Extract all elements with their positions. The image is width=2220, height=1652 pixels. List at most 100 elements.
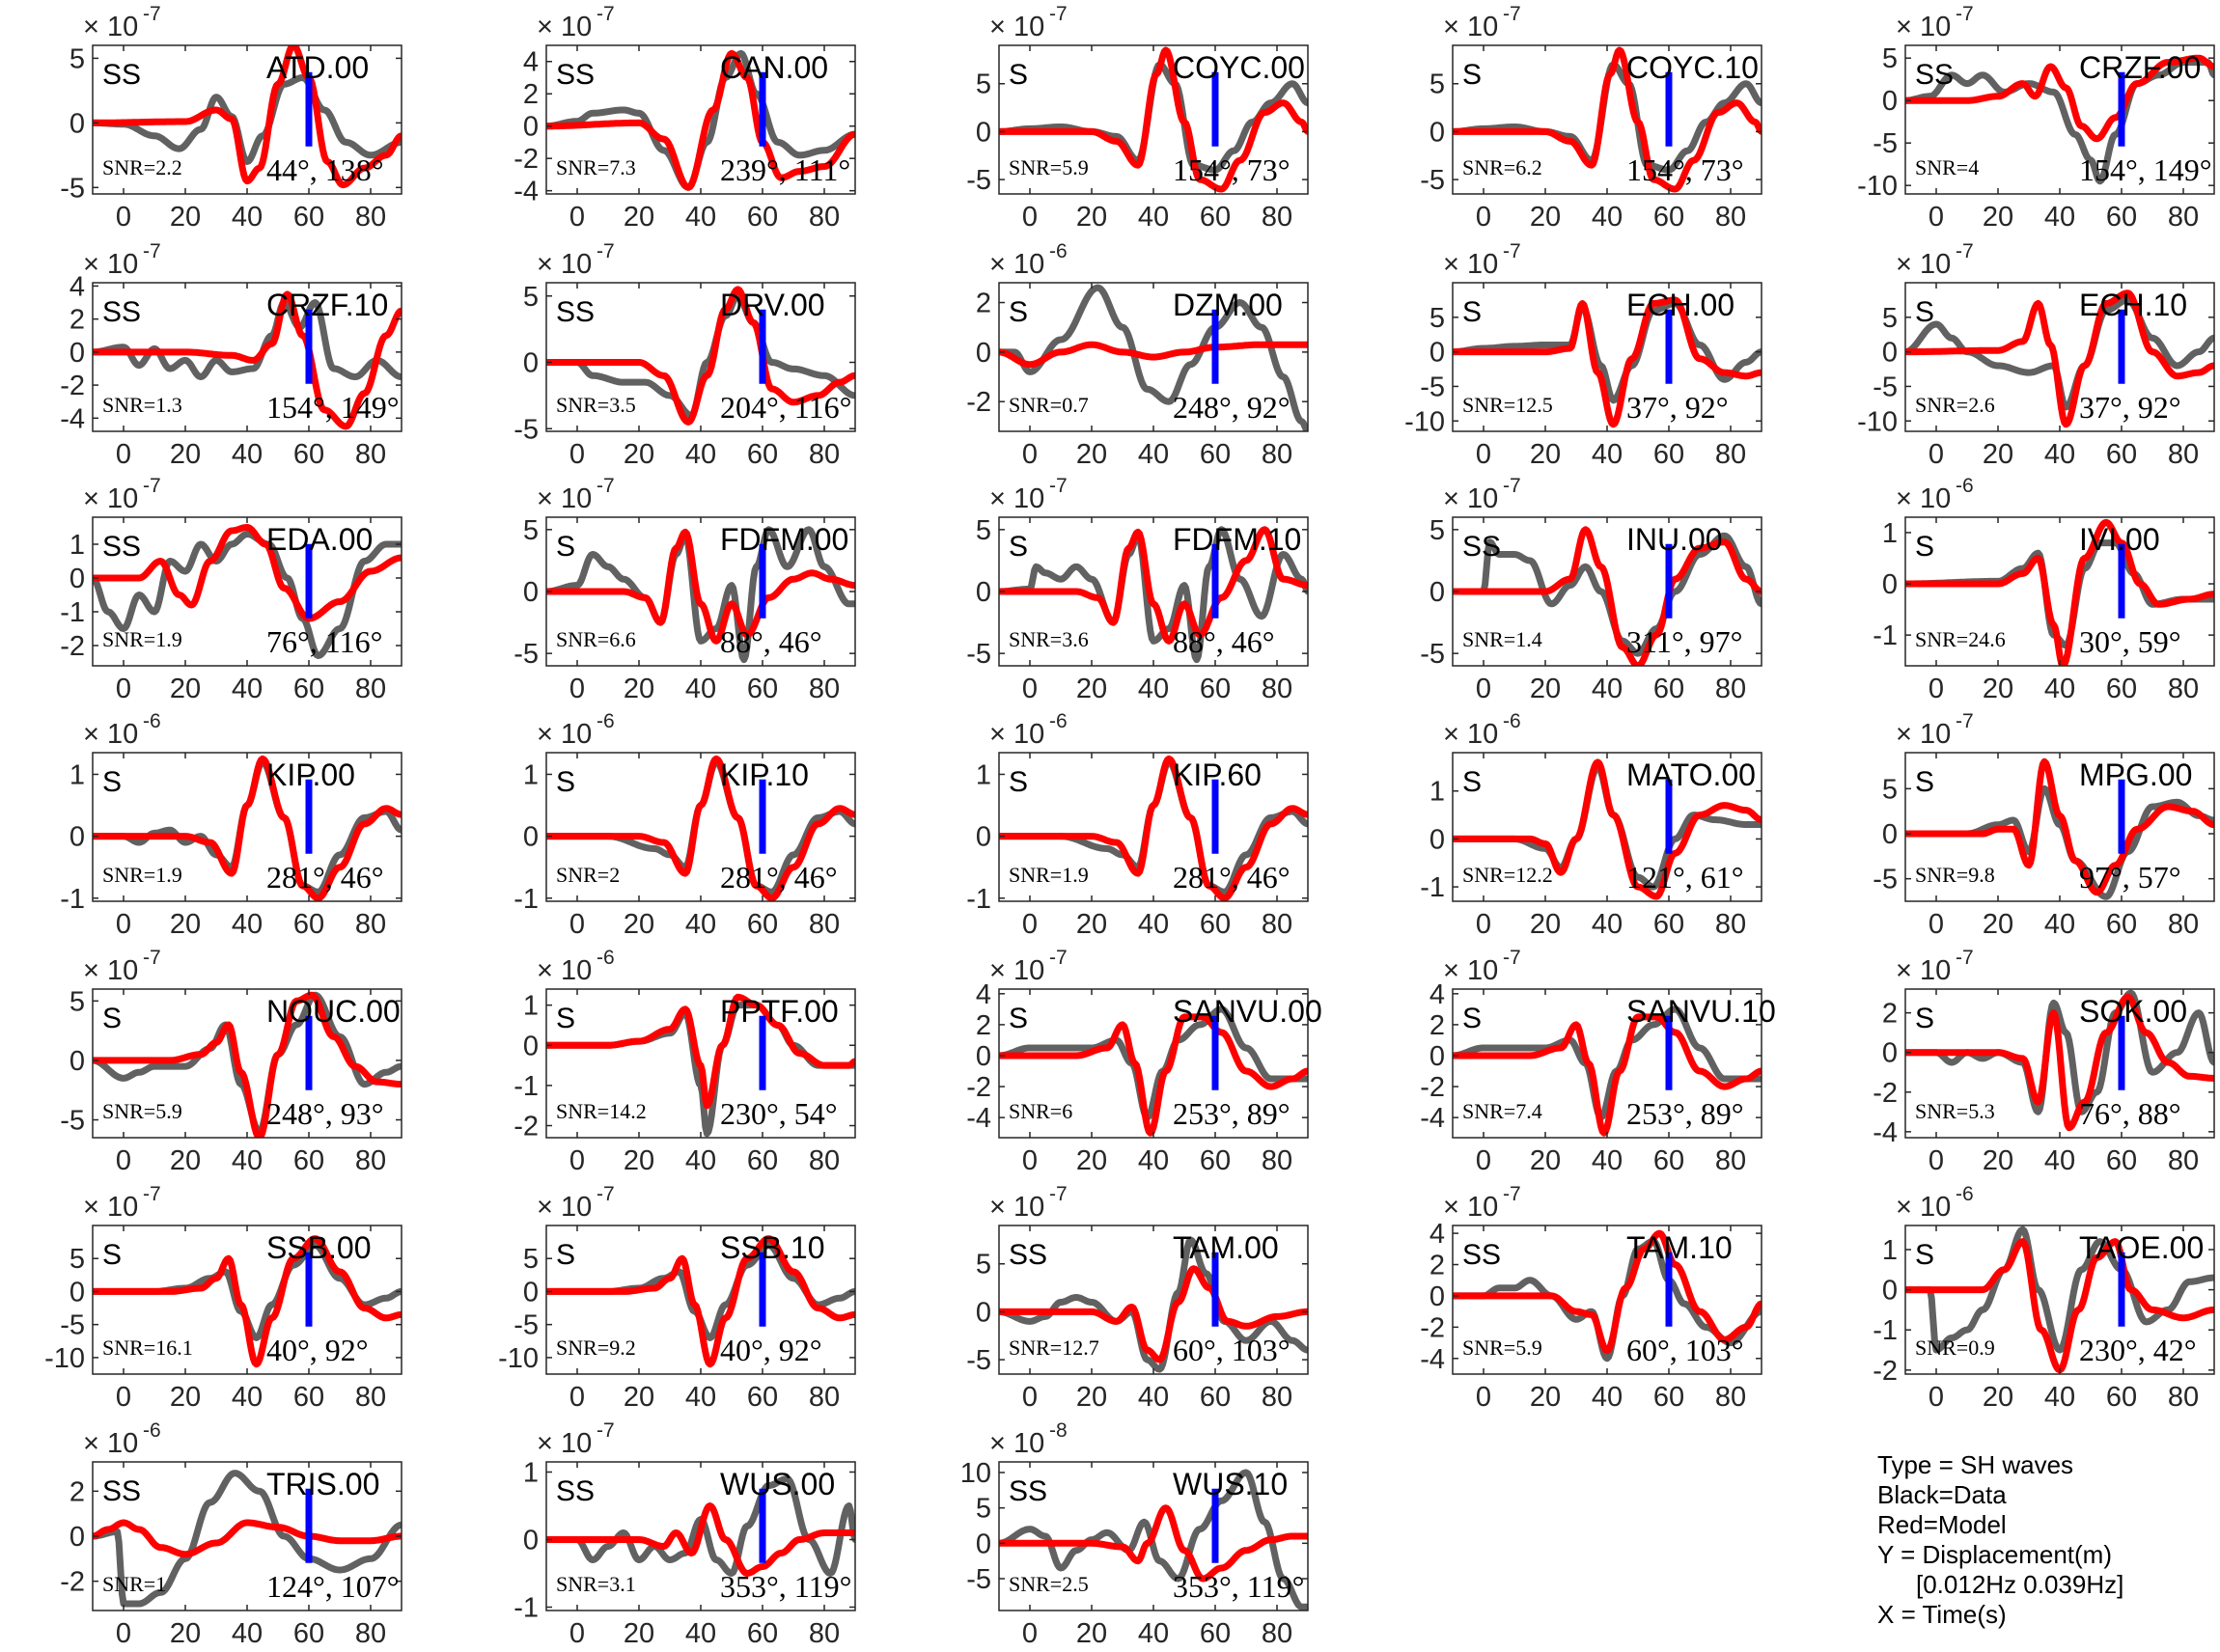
x-tick-label: 80 xyxy=(1715,202,1746,233)
station-label: TAOE.00 xyxy=(2079,1230,2204,1265)
x-tick-label: 60 xyxy=(747,674,778,704)
phase-label: S xyxy=(1009,766,1028,798)
y-tick-label: 0 xyxy=(69,822,85,853)
y-tick-label: 0 xyxy=(976,822,991,853)
x-tick-label: 0 xyxy=(569,674,585,704)
x-tick-label: 20 xyxy=(1076,1145,1107,1176)
azimuth-label: 97°, 57° xyxy=(2079,860,2181,895)
y-exponent-power: -7 xyxy=(1503,240,1521,262)
x-tick-label: 0 xyxy=(1929,1145,1944,1176)
trace-group xyxy=(1905,757,2214,900)
y-exponent-power: -7 xyxy=(143,1183,161,1205)
panel-mato-00: 0 20 40 60 80 -1 0 1 × 10 -6 MATO.00 S SNR=12.2 121°,… xyxy=(1420,710,1762,940)
y-tick-label: 5 xyxy=(69,986,85,1017)
station-label: ECH.10 xyxy=(2079,288,2187,322)
y-tick-label: 1 xyxy=(1882,518,1898,549)
y-tick-label: -1 xyxy=(60,597,85,628)
trace-group xyxy=(546,993,855,1138)
model-trace xyxy=(1905,993,2214,1132)
y-exponent-power: -6 xyxy=(1049,710,1068,732)
x-tick-label: 0 xyxy=(1929,909,1944,940)
panel-crzf-00: 0 20 40 60 80 -10 -5 0 5× 10 -7 CRZF.00 SS SNR=4 154°… xyxy=(1857,3,2215,233)
station-label: DZM.00 xyxy=(1173,288,1283,322)
x-tick-label: 20 xyxy=(1530,909,1561,940)
y-tick-label: -2 xyxy=(966,387,991,418)
azimuth-label: 253°, 89° xyxy=(1173,1096,1290,1131)
station-label: KIP.00 xyxy=(266,757,355,792)
x-tick-label: 0 xyxy=(569,1382,585,1413)
x-tick-label: 0 xyxy=(569,1145,585,1176)
snr-label: SNR=2.2 xyxy=(102,155,182,179)
azimuth-label: 204°, 116° xyxy=(720,390,851,425)
snr-label: SNR=1.4 xyxy=(1462,627,1542,651)
trace-group xyxy=(93,45,402,189)
station-label: WUS.00 xyxy=(720,1467,835,1501)
y-tick-label: 0 xyxy=(523,1031,539,1061)
phase-label: S xyxy=(1009,296,1028,328)
x-tick-label: 60 xyxy=(2106,909,2137,940)
phase-label: SS xyxy=(556,59,595,91)
snr-label: SNR=12.5 xyxy=(1462,393,1553,417)
y-tick-label: 0 xyxy=(976,1528,991,1559)
y-exponent-label: × 10 xyxy=(1443,719,1498,750)
x-tick-label: 60 xyxy=(1653,1145,1684,1176)
model-trace xyxy=(1905,757,2214,896)
x-tick-label: 60 xyxy=(293,1145,324,1176)
y-exponent-power: -6 xyxy=(143,1419,161,1442)
x-tick-label: 40 xyxy=(232,1382,263,1413)
x-tick-label: 0 xyxy=(1022,674,1038,704)
snr-label: SNR=5.9 xyxy=(1462,1335,1542,1360)
x-tick-label: 40 xyxy=(685,1145,716,1176)
panel-drv-00: 0 20 40 60 80 -5 0 5× 10 -7 DRV.00 SS SNR=3.5 204°, … xyxy=(513,240,856,470)
y-exponent-label: × 10 xyxy=(83,12,138,42)
y-tick-label: 0 xyxy=(69,564,85,594)
snr-label: SNR=5.3 xyxy=(1915,1099,1995,1123)
x-tick-label: 40 xyxy=(1592,1382,1623,1413)
y-tick-label: 2 xyxy=(976,289,991,319)
y-tick-label: 1 xyxy=(1882,1235,1898,1266)
y-exponent-label: × 10 xyxy=(537,12,592,42)
x-tick-label: 0 xyxy=(1022,439,1038,470)
station-label: SANVU.10 xyxy=(1626,994,1776,1029)
model-trace xyxy=(1453,758,1762,900)
station-label: NOUC.00 xyxy=(266,994,401,1029)
y-exponent-label: × 10 xyxy=(83,1192,138,1223)
model-trace xyxy=(1905,54,2214,143)
azimuth-label: 154°, 73° xyxy=(1626,152,1744,187)
y-tick-label: 0 xyxy=(1882,86,1898,117)
y-exponent-label: × 10 xyxy=(537,1428,592,1459)
x-tick-label: 80 xyxy=(809,1618,840,1649)
x-tick-label: 40 xyxy=(685,674,716,704)
phase-label: S xyxy=(556,531,575,563)
trace-group xyxy=(93,1235,402,1368)
y-tick-label: 1 xyxy=(523,991,539,1022)
x-tick-label: 80 xyxy=(1262,1382,1292,1413)
x-tick-label: 20 xyxy=(170,674,201,704)
model-trace xyxy=(999,526,1308,645)
y-tick-label: 5 xyxy=(69,1244,85,1275)
y-tick-label: -4 xyxy=(1420,1103,1445,1134)
y-exponent-label: × 10 xyxy=(1443,955,1498,986)
x-tick-label: 20 xyxy=(1530,674,1561,704)
y-tick-label: 5 xyxy=(1882,774,1898,805)
phase-label: S xyxy=(1915,531,1934,563)
y-tick-label: 5 xyxy=(976,69,991,100)
y-tick-label: -5 xyxy=(60,1310,85,1341)
phase-label: SS xyxy=(102,531,141,563)
panel-wus-00: 0 20 40 60 80 -1 0 1× 10 -7 WUS.00 SS SNR=3.1 353°, … xyxy=(513,1419,856,1649)
y-exponent-label: × 10 xyxy=(1896,719,1951,750)
phase-label: S xyxy=(1462,296,1482,328)
x-tick-label: 80 xyxy=(809,202,840,233)
azimuth-label: 30°, 59° xyxy=(2079,624,2181,659)
x-tick-label: 40 xyxy=(232,909,263,940)
model-trace xyxy=(1453,526,1762,666)
x-tick-label: 40 xyxy=(232,439,263,470)
y-tick-label: 4 xyxy=(976,979,991,1010)
y-tick-label: -5 xyxy=(513,639,539,670)
snr-label: SNR=1.9 xyxy=(102,627,182,651)
model-trace xyxy=(93,45,402,189)
phase-label: S xyxy=(1462,1003,1482,1034)
